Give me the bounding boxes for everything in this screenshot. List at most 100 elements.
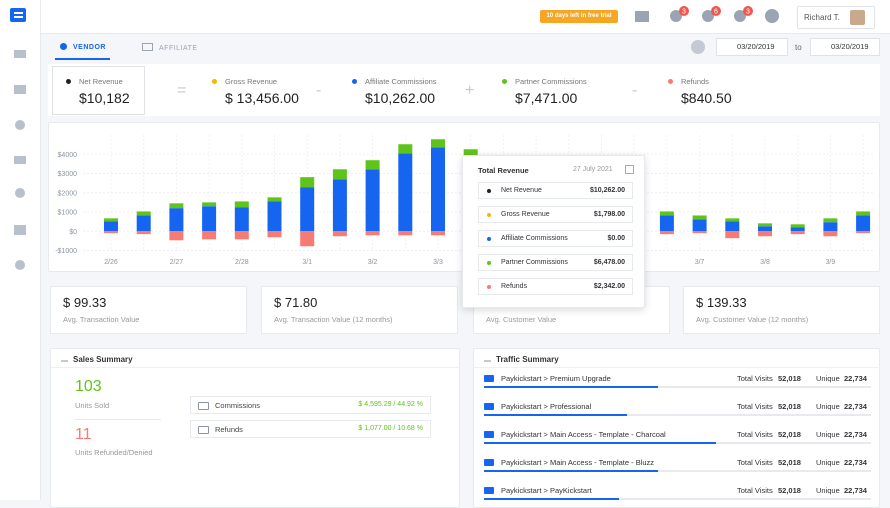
- stat-card: $ 99.33 Avg. Transaction Value: [50, 286, 247, 334]
- row-icon: [484, 375, 494, 382]
- bar: [790, 231, 805, 235]
- stat-label: Avg. Customer Value: [486, 315, 557, 324]
- summary-selected[interactable]: [52, 66, 145, 115]
- tooltip-value: $1,798.00: [593, 211, 625, 218]
- sidebar: [0, 0, 41, 500]
- bar: [725, 231, 740, 239]
- nav-icon[interactable]: [15, 188, 25, 198]
- help-button[interactable]: [691, 40, 705, 54]
- notification-count: 3: [682, 9, 686, 16]
- row-name[interactable]: Paykickstart > Main Access - Template - …: [501, 458, 655, 467]
- tab-label: AFFILIATE: [159, 45, 198, 52]
- tooltip-label: Partner Commissions: [501, 259, 568, 266]
- visits-label: Total Visits: [737, 374, 773, 383]
- tab-label: VENDOR: [73, 44, 106, 51]
- bar: [104, 221, 118, 232]
- row-name[interactable]: Paykickstart > Main Access - Template - …: [501, 430, 666, 439]
- bar: [300, 187, 315, 232]
- bar: [790, 224, 805, 228]
- y-tick-label: $2000: [58, 190, 78, 197]
- visits-label: Total Visits: [737, 458, 773, 467]
- logo[interactable]: [10, 8, 26, 22]
- title-text: Sales Summary: [73, 355, 133, 364]
- operator: -: [316, 82, 322, 99]
- bar: [300, 231, 315, 247]
- unique-value: 22,734: [844, 374, 867, 383]
- summary-value: $10,182: [79, 90, 130, 106]
- bar: [300, 177, 315, 188]
- summary-line: Refunds $ 1,077.00 / 10.68 %: [190, 420, 431, 438]
- summary-label: Partner Commissions: [515, 77, 587, 86]
- row-name[interactable]: Paykickstart > PayKickstart: [501, 486, 592, 495]
- bar: [823, 222, 838, 232]
- bar: [332, 231, 347, 237]
- nav-icon[interactable]: [14, 225, 26, 235]
- y-tick-label: $1000: [58, 210, 78, 217]
- bar: [169, 231, 184, 241]
- tooltip: Total Revenue 27 July 2021 Net Revenue $1…: [462, 155, 645, 308]
- bar: [202, 202, 217, 207]
- tooltip-value: $2,342.00: [593, 283, 625, 290]
- stat-card: $ 71.80 Avg. Transaction Value (12 months…: [261, 286, 458, 334]
- progress-track: [484, 414, 871, 416]
- bar: [267, 201, 282, 232]
- summary-value: $840.50: [681, 90, 732, 106]
- user-menu[interactable]: Richard T.: [797, 6, 875, 29]
- sales-summary-card: Sales Summary 103 Units Sold 11 Units Re…: [50, 348, 461, 508]
- bar: [758, 226, 772, 232]
- unique-label: Unique: [816, 486, 840, 495]
- bar: [234, 207, 249, 232]
- tooltip-label: Net Revenue: [501, 187, 542, 194]
- bar: [790, 227, 805, 232]
- bell-icon[interactable]: [734, 10, 746, 22]
- bar: [725, 218, 740, 222]
- help-icon[interactable]: [765, 9, 779, 23]
- unique-value: 22,734: [844, 486, 867, 495]
- summary-label: Affiliate Commissions: [365, 77, 437, 86]
- card-title: Traffic Summary: [484, 354, 559, 364]
- nav-icon[interactable]: [15, 260, 25, 270]
- nav-icon[interactable]: [14, 50, 26, 58]
- summary-line: Commissions $ 4,595.29 / 44.92 %: [190, 396, 431, 414]
- chat-icon[interactable]: [702, 10, 714, 22]
- row-name[interactable]: Paykickstart > Premium Upgrade: [501, 374, 611, 383]
- line-label: Commissions: [215, 401, 261, 410]
- bar: [365, 169, 380, 232]
- nav-icon[interactable]: [14, 85, 26, 94]
- progress-fill: [484, 386, 659, 388]
- nav-icon[interactable]: [14, 156, 26, 164]
- summary-dot: [352, 79, 357, 84]
- top-icons: 3 6 3: [635, 6, 779, 23]
- row-icon: [484, 431, 494, 438]
- trial-badge[interactable]: 10 days left in free trial: [540, 10, 618, 23]
- summary-value: $ 13,456.00: [225, 90, 299, 106]
- unique-value: 22,734: [844, 458, 867, 467]
- tooltip-dot: [487, 237, 491, 241]
- bar: [365, 231, 380, 236]
- line-value: $ 1,077.00 / 10.68 %: [358, 425, 423, 432]
- row-name[interactable]: Paykickstart > Professional: [501, 402, 592, 411]
- tooltip-dot: [487, 285, 491, 289]
- stat-label: Avg. Transaction Value (12 months): [274, 315, 393, 324]
- date-to[interactable]: 03/20/2019: [810, 38, 880, 56]
- x-tick-label: 3/7: [695, 259, 705, 266]
- bar: [725, 221, 740, 232]
- nav-icon[interactable]: [15, 120, 25, 130]
- x-tick-label: 3/3: [433, 259, 443, 266]
- bar: [136, 215, 151, 232]
- tab-vendor[interactable]: VENDOR: [60, 43, 106, 51]
- row-icon: [484, 459, 494, 466]
- tab-affiliate[interactable]: AFFILIATE: [142, 43, 198, 52]
- summary-value: $10,262.00: [365, 90, 436, 106]
- tab-underline: [55, 58, 110, 60]
- summary-dot: [66, 79, 71, 84]
- y-tick-label: $0: [69, 229, 77, 236]
- avatar: [850, 10, 865, 25]
- tooltip-dot: [487, 189, 491, 193]
- users-icon[interactable]: [670, 10, 682, 22]
- date-separator: to: [795, 43, 802, 52]
- date-from[interactable]: 03/20/2019: [716, 38, 788, 56]
- bar: [431, 147, 445, 232]
- store-icon[interactable]: [635, 11, 649, 22]
- summary-label: Net Revenue: [79, 77, 123, 86]
